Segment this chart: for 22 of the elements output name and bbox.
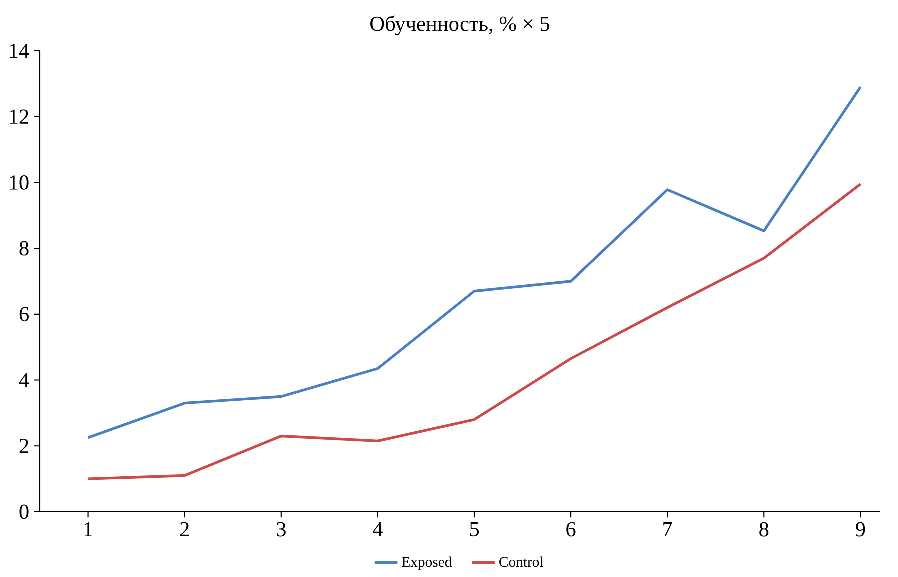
x-tick-label: 3	[277, 522, 286, 537]
y-tick-label: 6	[20, 307, 29, 322]
x-tick-label: 1	[84, 522, 92, 536]
x-tick-label: 2	[180, 522, 189, 537]
y-tick-label: 2	[20, 439, 28, 454]
x-tick-label: 7	[664, 522, 672, 536]
x-tick-label: 6	[566, 522, 576, 537]
x-tick-label: 4	[373, 522, 383, 536]
line-series	[86, 86, 862, 440]
x-tick-label: 9	[856, 522, 866, 537]
y-tick-label: 14	[10, 44, 30, 58]
y-tick-label: 0	[20, 504, 29, 520]
x-tick-label: 5	[470, 522, 479, 537]
line-series	[86, 183, 862, 480]
y-tick-label: 10	[10, 176, 29, 190]
x-tick-label: 8	[760, 522, 769, 537]
chart-title: Обученность, % × 5	[370, 16, 550, 36]
legend-label: Exposed	[402, 556, 452, 570]
legend-label: Control	[500, 556, 544, 568]
y-tick-label: 4	[19, 373, 30, 388]
y-tick-label: 8	[20, 241, 29, 256]
y-tick-label: 12	[10, 110, 28, 124]
